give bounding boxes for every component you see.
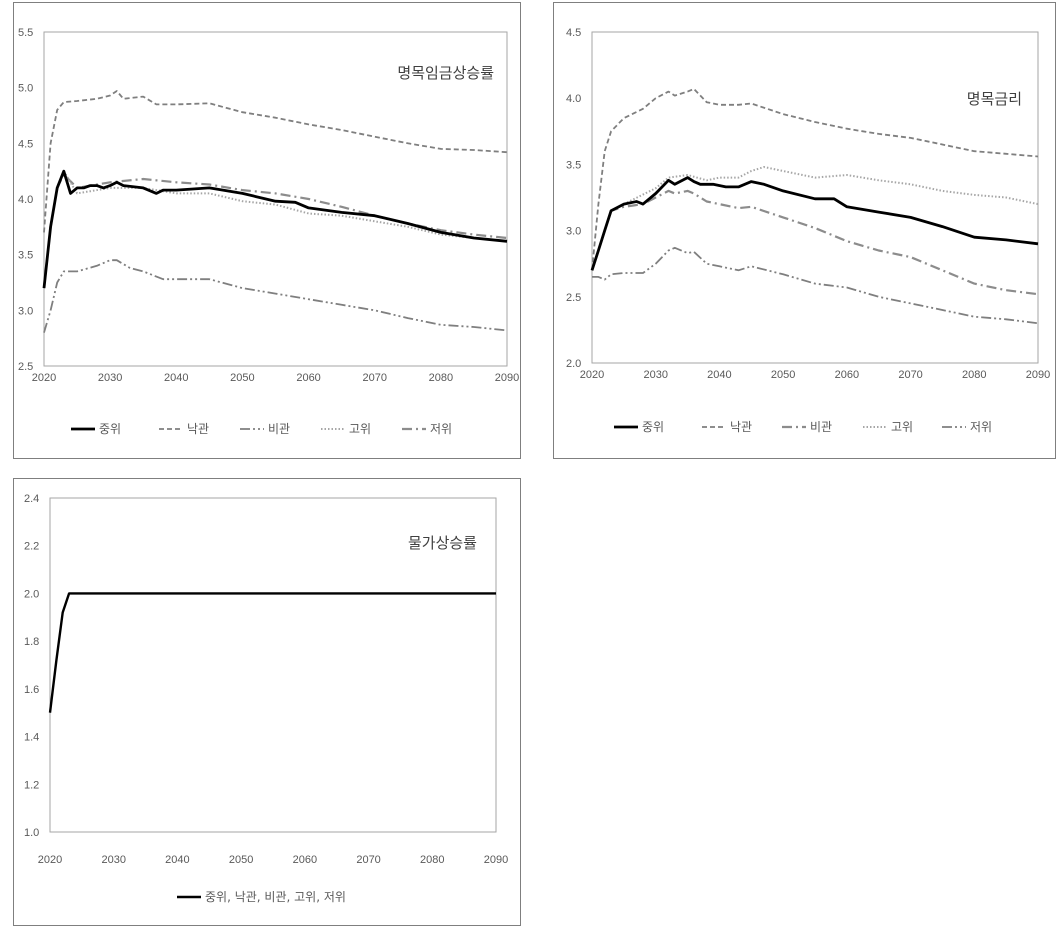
- legend-label: 비관: [810, 420, 832, 434]
- chart-panel-inflation: 1.0 1.2 1.4 1.6 1.8 2.0 2.2 2.4 2020 2030 2040 2050…: [13, 478, 521, 926]
- x-tick-label: 2020: [32, 372, 56, 384]
- chart-title: 명목임금상승률: [397, 64, 494, 82]
- x-tick-label: 2050: [229, 854, 253, 866]
- plot-area: [591, 31, 1039, 364]
- x-tick-label: 2050: [771, 369, 795, 381]
- x-tick-label: 2080: [962, 369, 986, 381]
- chart-title: 물가상승률: [408, 534, 477, 552]
- x-tick-label: 2040: [707, 369, 731, 381]
- x-tick-label: 2090: [495, 372, 519, 384]
- x-tick-label: 2070: [362, 372, 386, 384]
- series-line-0: [590, 176, 1039, 271]
- series-line-0: [42, 169, 508, 289]
- x-tick-label: 2060: [296, 372, 320, 384]
- legend-label: 중위, 낙관, 비관, 고위, 저위: [205, 890, 346, 904]
- y-tick-label: 2.5: [566, 292, 581, 304]
- y-tick-label: 4.0: [18, 194, 33, 206]
- x-tick-label: 2030: [643, 369, 667, 381]
- y-tick-label: 5.5: [18, 27, 33, 39]
- y-tick-label: 3.5: [566, 159, 581, 171]
- legend-label: 중위: [99, 422, 121, 436]
- series-line-2: [43, 259, 508, 333]
- chart-title: 명목금리: [967, 90, 1022, 108]
- x-tick-label: 2020: [38, 854, 62, 866]
- inflation-chart: 1.0 1.2 1.4 1.6 1.8 2.0 2.2 2.4 2020 2030 2040 2050…: [24, 493, 508, 904]
- y-tick-label: 4.5: [566, 27, 581, 39]
- legend-label: 낙관: [730, 420, 752, 434]
- series-line-2: [590, 189, 1039, 296]
- y-tick-label: 3.0: [566, 226, 581, 238]
- x-tick-label: 2090: [1026, 369, 1050, 381]
- legend-label: 저위: [970, 420, 992, 434]
- x-tick-label: 2030: [98, 372, 122, 384]
- y-tick-label: 3.0: [18, 305, 33, 317]
- legend-label: 고위: [891, 420, 913, 434]
- interest-rate-chart: 2.0 2.5 3.0 3.5 4.0 4.5 2020 2030 2040 2050 2060 20…: [566, 27, 1050, 434]
- x-tick-label: 2080: [420, 854, 444, 866]
- y-tick-label: 2.5: [18, 361, 33, 373]
- y-tick-label: 1.4: [24, 732, 39, 744]
- x-tick-label: 2040: [165, 854, 189, 866]
- x-tick-label: 2020: [580, 369, 604, 381]
- y-tick-label: 4.5: [18, 138, 33, 150]
- y-tick-label: 5.0: [18, 83, 33, 95]
- legend-label: 낙관: [187, 422, 209, 436]
- x-tick-label: 2060: [293, 854, 317, 866]
- wage-growth-chart: 2.5 3.0 3.5 4.0 4.5 5.0 5.5 2020 2030 2040 2050 206…: [18, 27, 519, 436]
- x-tick-label: 2080: [429, 372, 453, 384]
- series-line-1: [43, 90, 508, 233]
- y-tick-label: 1.2: [24, 779, 39, 791]
- y-tick-label: 2.2: [24, 541, 39, 553]
- series-line-4: [592, 246, 1039, 325]
- y-tick-label: 3.5: [18, 250, 33, 262]
- plot-area: [43, 31, 508, 367]
- x-tick-label: 2060: [835, 369, 859, 381]
- y-tick-label: 1.8: [24, 636, 39, 648]
- x-tick-label: 2070: [356, 854, 380, 866]
- x-tick-label: 2040: [164, 372, 188, 384]
- series-line-0: [48, 592, 496, 713]
- y-tick-label: 2.0: [24, 588, 39, 600]
- series-line-1: [591, 88, 1039, 271]
- chart-panel-interest: 2.0 2.5 3.0 3.5 4.0 4.5 2020 2030 2040 2050 2060 20…: [553, 2, 1056, 459]
- x-tick-label: 2070: [898, 369, 922, 381]
- x-tick-label: 2090: [484, 854, 508, 866]
- legend-label: 비관: [268, 422, 290, 436]
- legend-label: 중위: [642, 420, 664, 434]
- x-tick-label: 2050: [230, 372, 254, 384]
- y-tick-label: 4.0: [566, 93, 581, 105]
- plot-area: [49, 497, 497, 833]
- legend-label: 고위: [349, 422, 371, 436]
- y-tick-label: 2.4: [24, 493, 39, 505]
- chart-panel-wage: 2.5 3.0 3.5 4.0 4.5 5.0 5.5 2020 2030 2040 2050 206…: [13, 2, 521, 459]
- series-line-3: [591, 166, 1039, 271]
- series-line-4: [42, 173, 508, 289]
- y-tick-label: 1.0: [24, 827, 39, 839]
- y-tick-label: 2.0: [566, 358, 581, 370]
- x-tick-label: 2030: [101, 854, 125, 866]
- y-tick-label: 1.6: [24, 684, 39, 696]
- legend-label: 저위: [430, 422, 452, 436]
